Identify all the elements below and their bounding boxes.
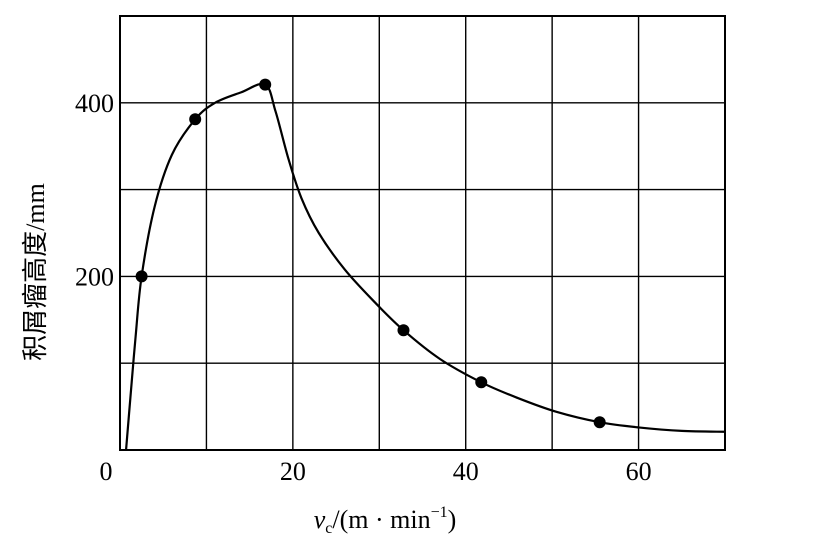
x-axis-unit-suffix: )	[448, 505, 457, 534]
plot-frame	[119, 15, 726, 451]
y-tick-labels: 200 400	[75, 89, 114, 292]
data-points	[135, 78, 606, 429]
x-tick-labels: 0 20 40 60	[100, 457, 652, 486]
data-point	[189, 113, 202, 126]
x-tick-label: 0	[100, 457, 113, 486]
y-axis-title: 积屑瘤高度/mm	[21, 183, 50, 361]
y-tick-label: 400	[75, 89, 114, 118]
data-point	[593, 416, 606, 429]
x-axis-variable: v	[314, 505, 326, 534]
x-axis-subscript: c	[325, 520, 332, 537]
data-point	[397, 324, 410, 337]
x-axis-title: vc/(m · min−1)	[314, 504, 457, 537]
data-point	[259, 78, 272, 91]
data-point	[475, 376, 488, 389]
x-axis-unit-prefix: /(m · min	[332, 505, 430, 534]
x-tick-label: 60	[626, 457, 652, 486]
x-axis-unit-exponent: −1	[431, 504, 448, 521]
x-tick-label: 40	[453, 457, 479, 486]
x-tick-label: 20	[280, 457, 306, 486]
data-point	[135, 270, 148, 283]
grid	[119, 15, 726, 451]
fitted-curve	[124, 82, 726, 451]
y-tick-label: 200	[75, 262, 114, 291]
